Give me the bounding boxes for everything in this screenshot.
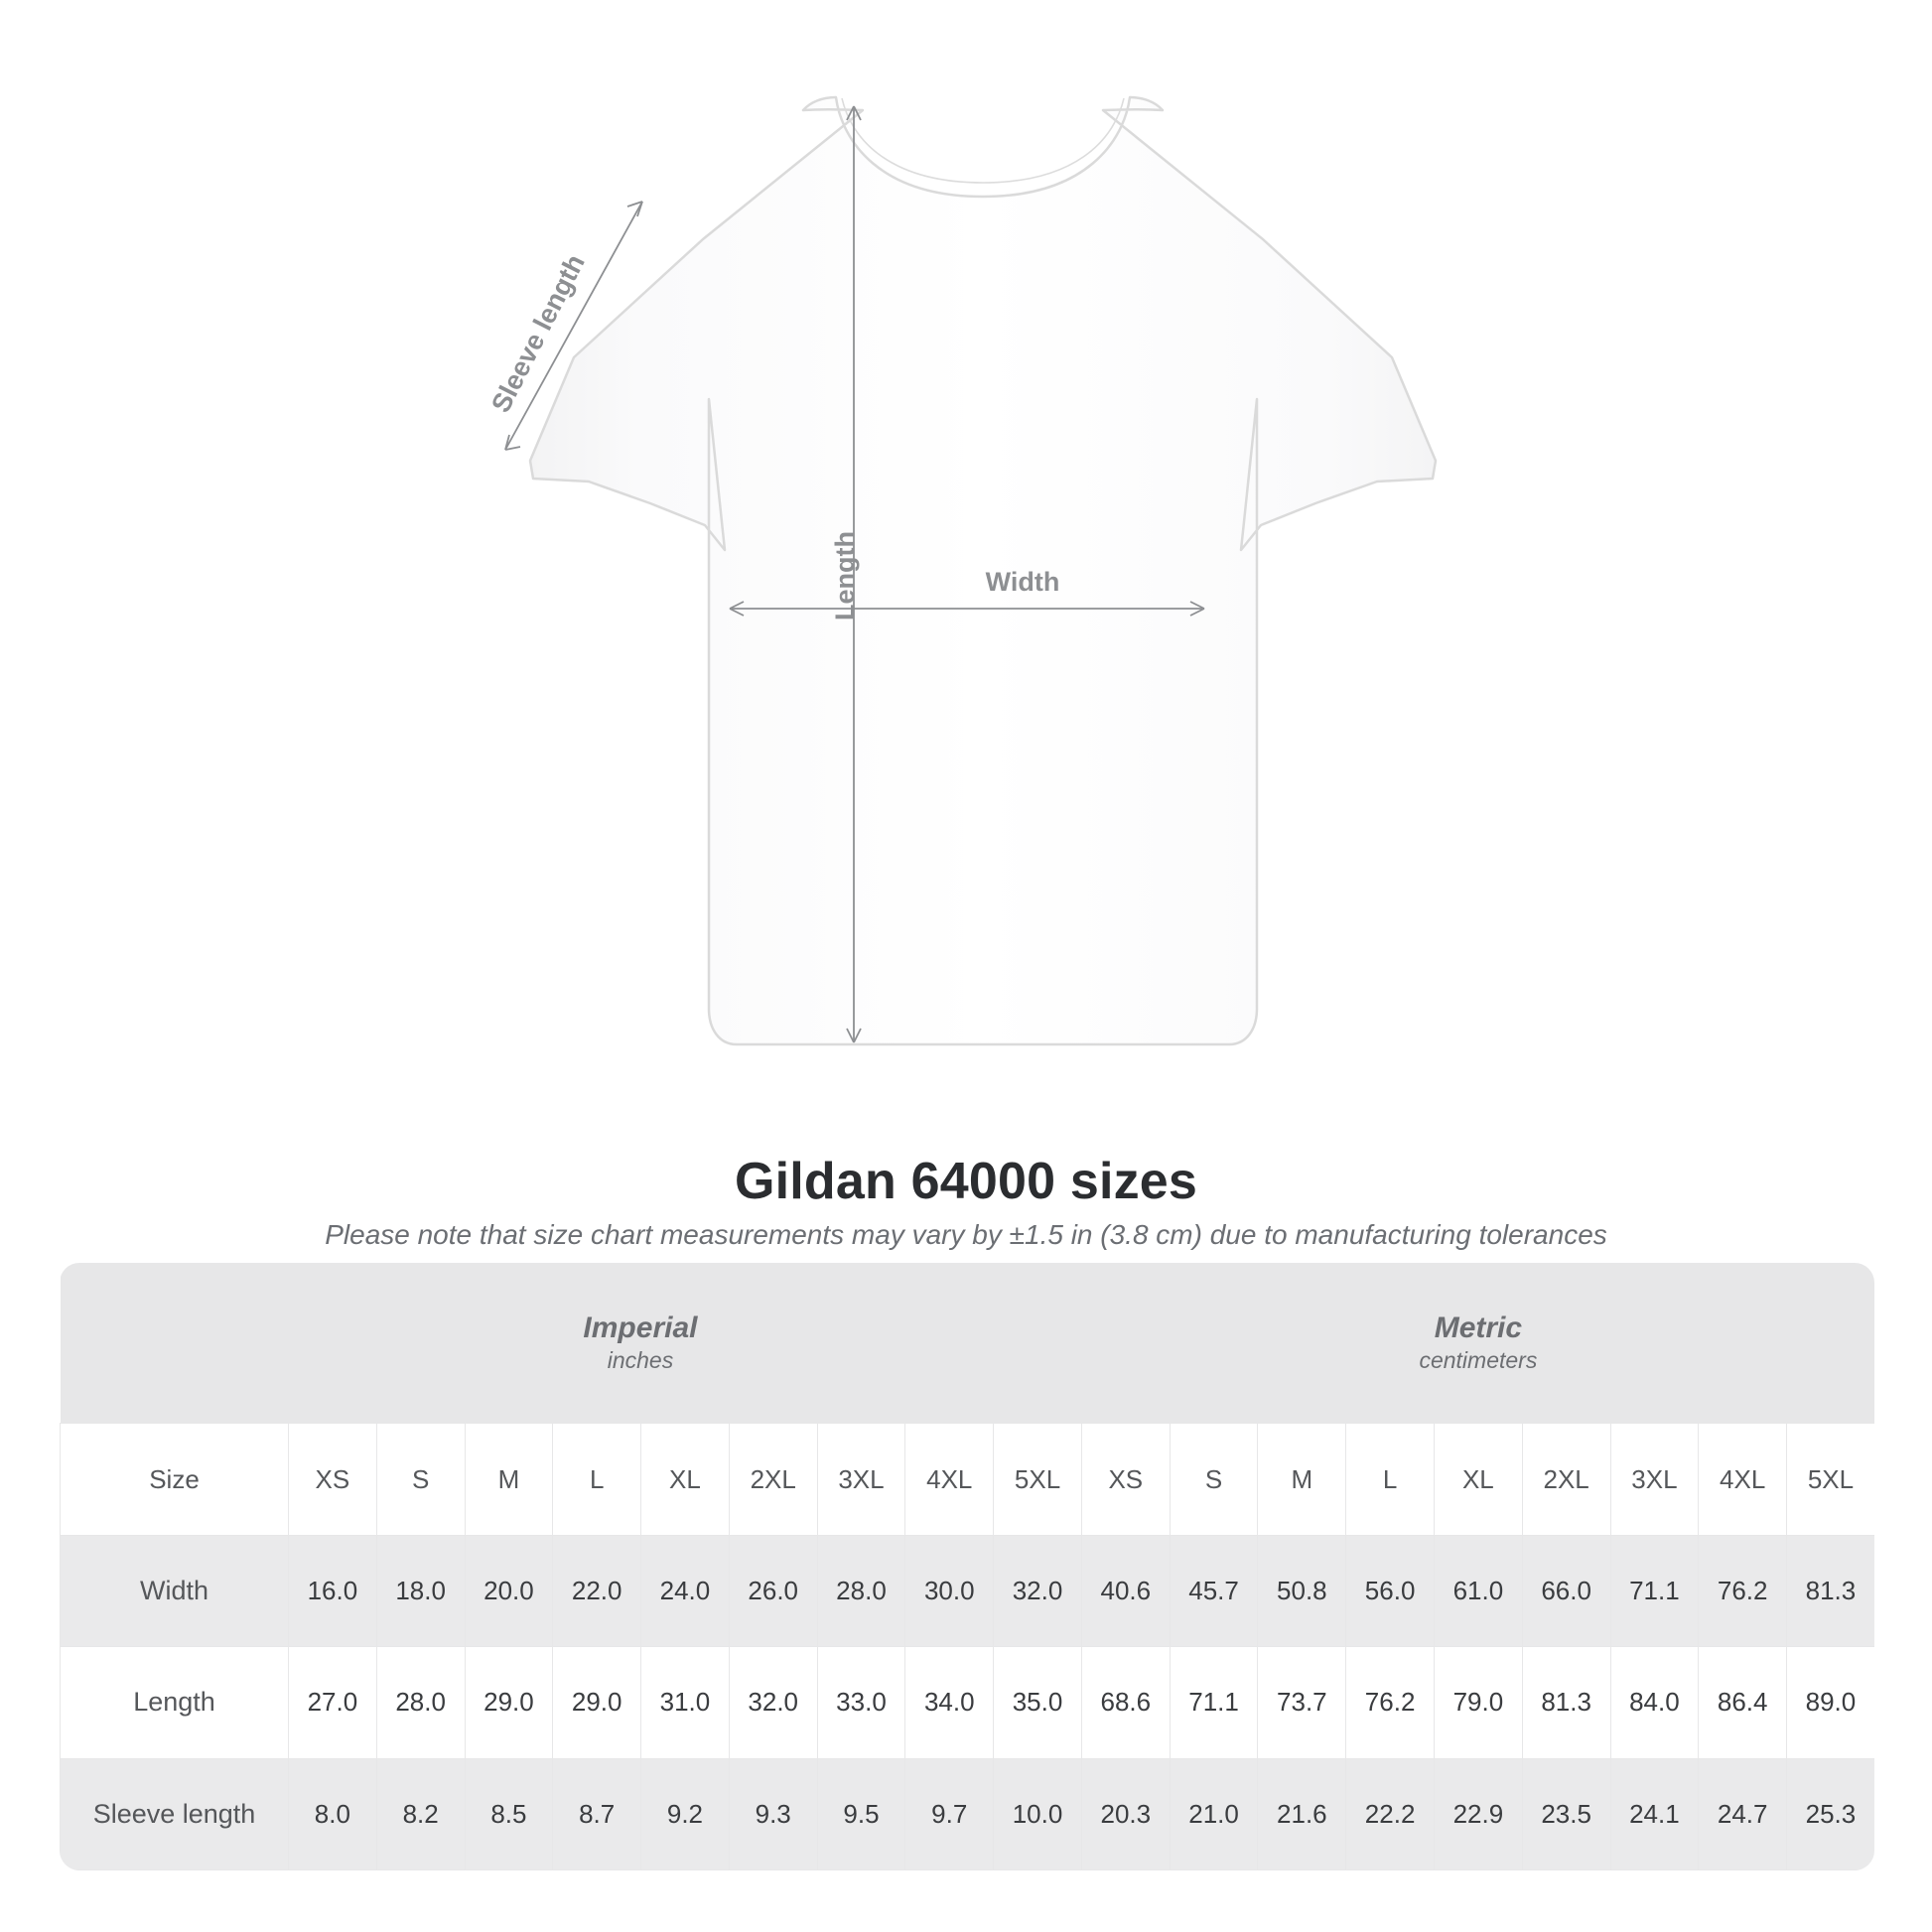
svg-text:Width: Width [986, 567, 1060, 597]
svg-text:Length: Length [830, 531, 860, 621]
